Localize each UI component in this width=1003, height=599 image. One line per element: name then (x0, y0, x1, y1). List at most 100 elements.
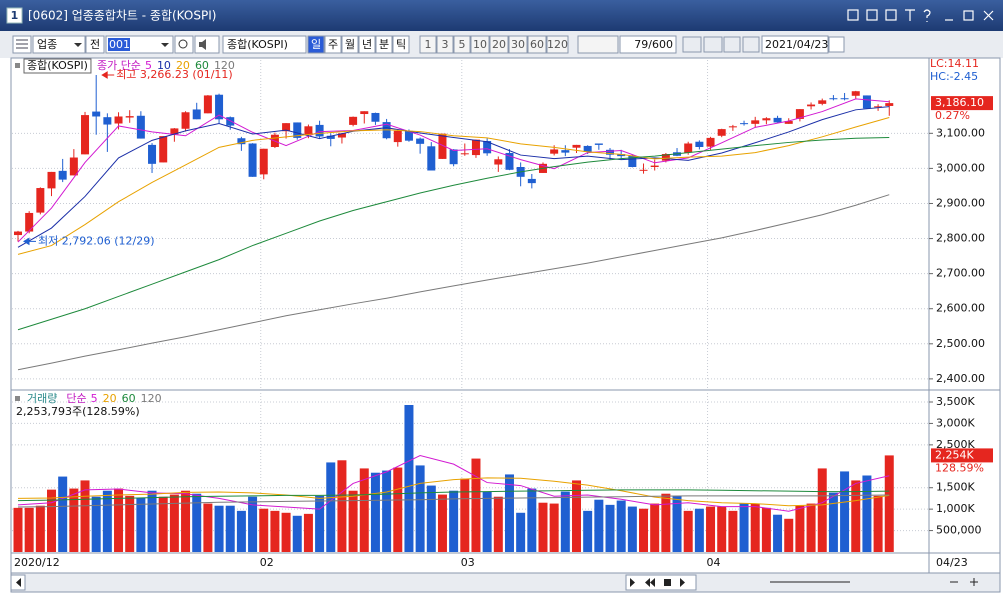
y-tick-label: 2,400.00 (936, 372, 985, 385)
name-text: 종합(KOSPI) (227, 38, 288, 51)
candle-body (159, 136, 168, 163)
candle-body (684, 143, 693, 153)
candle-body (617, 154, 626, 157)
code-selection (108, 38, 130, 51)
candle-body (125, 116, 134, 118)
date-text: 2021/04/23 (765, 38, 828, 51)
high-note: 최고 3,266.23 (01/11) (116, 68, 233, 81)
candle-body (215, 94, 224, 120)
volume-bar (851, 480, 861, 552)
period-button[interactable] (358, 35, 376, 54)
period-label: 분 (379, 38, 389, 51)
interval-button[interactable] (470, 35, 490, 54)
candle-body (248, 143, 257, 177)
date-field[interactable] (761, 35, 829, 54)
x-tick-label: 2020/12 (14, 556, 60, 569)
volume-bar (248, 496, 258, 552)
candle-body (181, 112, 190, 129)
volume-bar (817, 468, 827, 552)
candle-body (315, 124, 324, 137)
candle-body (25, 212, 34, 232)
interval-button[interactable] (546, 35, 569, 54)
volume-bar (359, 468, 369, 552)
volume-bar (650, 503, 660, 552)
scrollbar[interactable] (10, 572, 1001, 593)
volume-bar (337, 460, 347, 552)
low-note: 최저 2,792.06 (12/29) (38, 234, 155, 247)
volume-bar (739, 503, 749, 552)
search-button[interactable] (174, 35, 194, 54)
candle-body (326, 135, 335, 139)
interval-button[interactable] (508, 35, 528, 54)
candle-body (203, 95, 212, 114)
period-button[interactable] (341, 35, 359, 54)
candle-body (784, 121, 793, 124)
count-field[interactable] (619, 35, 677, 54)
candle-body (773, 117, 782, 123)
period-button[interactable] (324, 35, 342, 54)
current-value-label: 3,186.10 (935, 96, 984, 109)
legend-entry: 20 (176, 59, 190, 72)
btn-font[interactable] (905, 9, 915, 21)
interval-button[interactable] (419, 35, 437, 54)
btn-close[interactable] (983, 10, 994, 21)
volume-bar (35, 505, 45, 552)
interval-button[interactable] (453, 35, 471, 54)
interval-button[interactable] (489, 35, 509, 54)
scroll-controls[interactable] (625, 574, 697, 591)
period-button[interactable] (392, 35, 410, 54)
period-button[interactable] (375, 35, 393, 54)
y-tick-label: 3,000K (936, 416, 975, 429)
btn-copy[interactable] (866, 9, 878, 21)
candle-body (583, 145, 592, 152)
candle-body (728, 126, 737, 128)
tool-button[interactable] (682, 36, 702, 53)
volume-bar (158, 496, 168, 552)
volume-bar (773, 514, 783, 552)
volume-bar (214, 505, 224, 552)
high-arrow (101, 71, 115, 79)
btn-help[interactable] (923, 9, 931, 22)
legend-title: 종합(KOSPI) (27, 59, 88, 72)
current-value-box (931, 96, 993, 111)
candle-body (393, 130, 402, 143)
sound-button[interactable] (194, 35, 220, 54)
btn-maximize[interactable] (963, 10, 974, 21)
period-label: 월 (345, 38, 355, 51)
volume-bar (694, 508, 704, 552)
volume-bar (47, 489, 57, 552)
legend-entry: 10 (157, 59, 171, 72)
window-icon-text: 1 (11, 9, 19, 22)
scroll-left-icon (16, 578, 21, 587)
volume-bar (225, 505, 235, 552)
legend-icon (15, 63, 20, 68)
volume-bar (717, 506, 727, 552)
period-button[interactable] (307, 35, 325, 54)
interval-button[interactable] (436, 35, 454, 54)
volume-bar (303, 513, 313, 552)
legend-ma-label: 종가 단순 (97, 59, 141, 72)
settings-button[interactable] (742, 36, 760, 53)
ma-line (17, 489, 890, 502)
candle-body (851, 91, 860, 96)
tool-button[interactable] (703, 36, 723, 53)
candle-body (650, 165, 659, 167)
mode-button[interactable] (85, 35, 105, 54)
candle-body (594, 143, 603, 145)
volume-bar (348, 490, 358, 552)
btn-save[interactable] (885, 9, 897, 21)
btn-link[interactable] (847, 9, 859, 21)
window-icon (6, 7, 23, 24)
candle-body (148, 144, 157, 164)
candle-body (505, 152, 514, 170)
period-label: 틱 (396, 38, 406, 51)
save-button[interactable] (723, 36, 741, 53)
volume-bar (181, 490, 191, 552)
interval-button[interactable] (527, 35, 547, 54)
unit-select[interactable] (577, 35, 619, 54)
title-bar (0, 0, 1003, 31)
volume-bar (527, 488, 537, 552)
calendar-button[interactable] (828, 36, 845, 53)
market-select[interactable] (32, 35, 86, 54)
